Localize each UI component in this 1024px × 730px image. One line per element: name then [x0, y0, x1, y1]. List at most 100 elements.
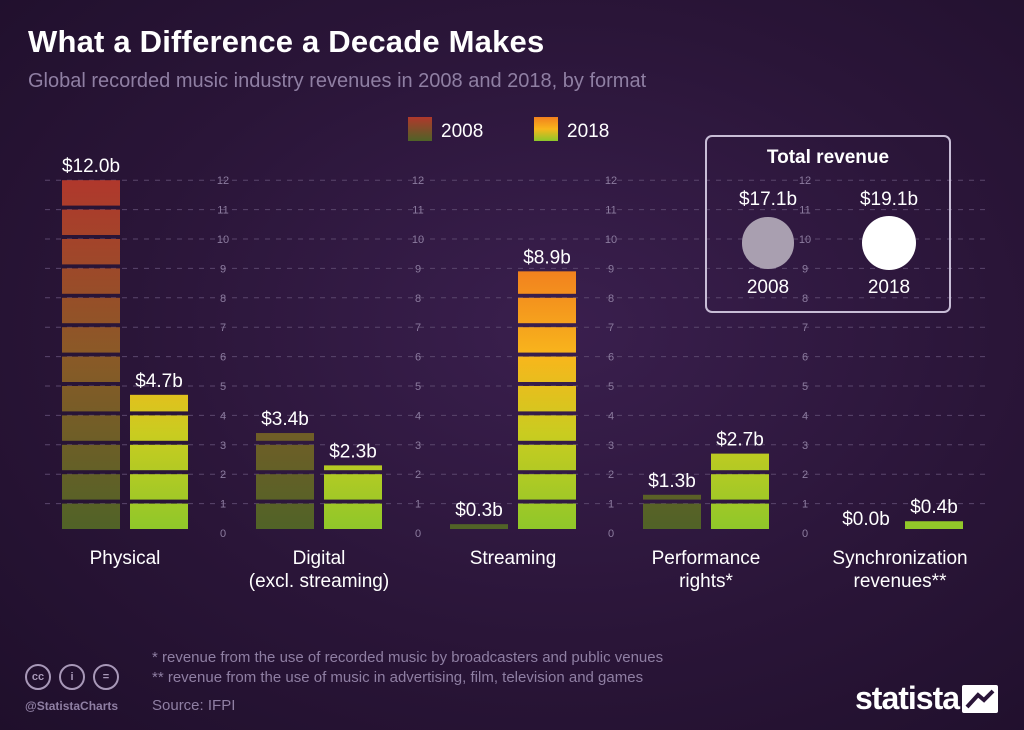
- legend-swatch-2008: [408, 117, 432, 141]
- y-tick-label: 2: [608, 469, 614, 481]
- y-tick-label: 11: [412, 205, 423, 217]
- bar-segment: [130, 415, 188, 441]
- bar-segment: [62, 239, 120, 265]
- y-tick-label: 6: [220, 352, 226, 364]
- y-tick-label: 10: [217, 234, 229, 246]
- y-tick-label: 11: [217, 205, 228, 217]
- y-axis-ticks: 0123456789101112012345678910111201234567…: [217, 175, 811, 540]
- value-label: $1.3b: [648, 471, 696, 492]
- footnote-1: * revenue from the use of recorded music…: [152, 649, 664, 666]
- bar-2008-1: [256, 433, 314, 529]
- y-tick-label: 9: [802, 263, 808, 275]
- y-tick-label: 8: [608, 293, 614, 305]
- bar-2008-0: [62, 180, 120, 529]
- value-label: $3.4b: [261, 409, 309, 430]
- legend-swatch-2018: [534, 117, 558, 141]
- bar-segment: [711, 453, 769, 471]
- y-tick-label: 1: [220, 499, 226, 511]
- bar-segment: [130, 444, 188, 471]
- y-tick-label: 0: [415, 528, 421, 540]
- y-tick-label: 6: [415, 352, 421, 364]
- bar-segment: [62, 415, 120, 441]
- value-label: $2.7b: [716, 430, 764, 451]
- value-label: $2.3b: [329, 441, 377, 462]
- y-tick-label: 9: [220, 263, 226, 275]
- bar-segment: [518, 327, 576, 353]
- y-tick-label: 10: [412, 234, 424, 246]
- value-labels: $12.0b $4.7b $3.4b $2.3b $0.3b $8.9b $1.3b $2.7…: [62, 156, 958, 530]
- y-tick-label: 0: [608, 528, 614, 540]
- bar-segment: [518, 356, 576, 382]
- y-tick-label: 12: [217, 175, 229, 187]
- bar-segment: [324, 474, 382, 500]
- chart-title: What a Difference a Decade Makes: [28, 24, 545, 59]
- value-label: $0.0b: [842, 509, 890, 530]
- y-tick-label: 9: [415, 263, 421, 275]
- total-revenue-box: Total revenue $17.1b $19.1b 2008 2018: [705, 135, 951, 313]
- bar-segment: [130, 474, 188, 500]
- y-tick-label: 10: [799, 234, 811, 246]
- bar-segment: [62, 180, 120, 206]
- legend-label-2008: 2008: [441, 121, 483, 142]
- total-circle-2008: [742, 217, 794, 269]
- y-tick-label: 0: [802, 528, 808, 540]
- bar-segment: [324, 465, 382, 471]
- y-tick-label: 5: [608, 381, 614, 393]
- bar-segment: [62, 268, 120, 294]
- y-tick-label: 7: [415, 322, 421, 334]
- y-tick-label: 3: [415, 440, 421, 452]
- y-tick-label: 9: [608, 263, 614, 275]
- y-tick-label: 3: [802, 440, 808, 452]
- category-label: Synchronization: [832, 548, 967, 569]
- y-tick-label: 0: [220, 528, 226, 540]
- y-tick-label: 10: [605, 234, 617, 246]
- gridlines: [45, 179, 990, 505]
- source-note: Source: IFPI: [152, 697, 236, 714]
- y-tick-label: 12: [605, 175, 617, 187]
- bar-segment: [256, 444, 314, 471]
- y-tick-label: 2: [220, 469, 226, 481]
- total-value-2018: $19.1b: [859, 189, 919, 210]
- y-tick-label: 3: [608, 440, 614, 452]
- value-label: $0.4b: [910, 497, 958, 518]
- y-tick-label: 8: [802, 293, 808, 305]
- bar-segment: [518, 503, 576, 529]
- bars: [62, 180, 963, 529]
- bar-2008-2: [450, 524, 508, 529]
- y-tick-label: 4: [220, 410, 226, 422]
- bar-segment: [130, 394, 188, 412]
- chart-subtitle: Global recorded music industry revenues …: [28, 70, 647, 92]
- category-label: Physical: [90, 548, 161, 569]
- y-tick-label: 6: [802, 352, 808, 364]
- bar-segment: [62, 444, 120, 471]
- bar-2018-0: [130, 394, 188, 529]
- bar-2018-4: [905, 521, 963, 529]
- no-derivatives-icon: =: [93, 664, 119, 690]
- bar-2018-3: [711, 453, 769, 529]
- bar-segment: [256, 433, 314, 441]
- bar-segment: [711, 503, 769, 529]
- total-circle-2018: [862, 216, 916, 270]
- category-label: revenues**: [854, 571, 948, 592]
- attribution-icon: i: [59, 664, 85, 690]
- y-tick-label: 7: [220, 322, 226, 334]
- value-label: $0.3b: [455, 500, 503, 521]
- y-tick-label: 4: [608, 410, 614, 422]
- bar-segment: [643, 503, 701, 529]
- bar-segment: [711, 474, 769, 500]
- bar-segment: [518, 297, 576, 324]
- total-revenue-title: Total revenue: [766, 147, 890, 168]
- category-label: rights*: [679, 571, 733, 592]
- y-tick-label: 6: [608, 352, 614, 364]
- total-value-2008: $17.1b: [738, 189, 798, 210]
- statista-logo-text: statista: [855, 680, 960, 716]
- bar-segment: [62, 297, 120, 324]
- legend-label-2018: 2018: [567, 121, 609, 142]
- statista-logo-icon: [962, 685, 998, 713]
- value-label: $12.0b: [62, 156, 120, 177]
- bar-segment: [62, 209, 120, 235]
- bar-segment: [643, 494, 701, 500]
- bar-segment: [518, 271, 576, 294]
- y-tick-label: 8: [220, 293, 226, 305]
- social-handle: @StatistaCharts: [25, 699, 119, 713]
